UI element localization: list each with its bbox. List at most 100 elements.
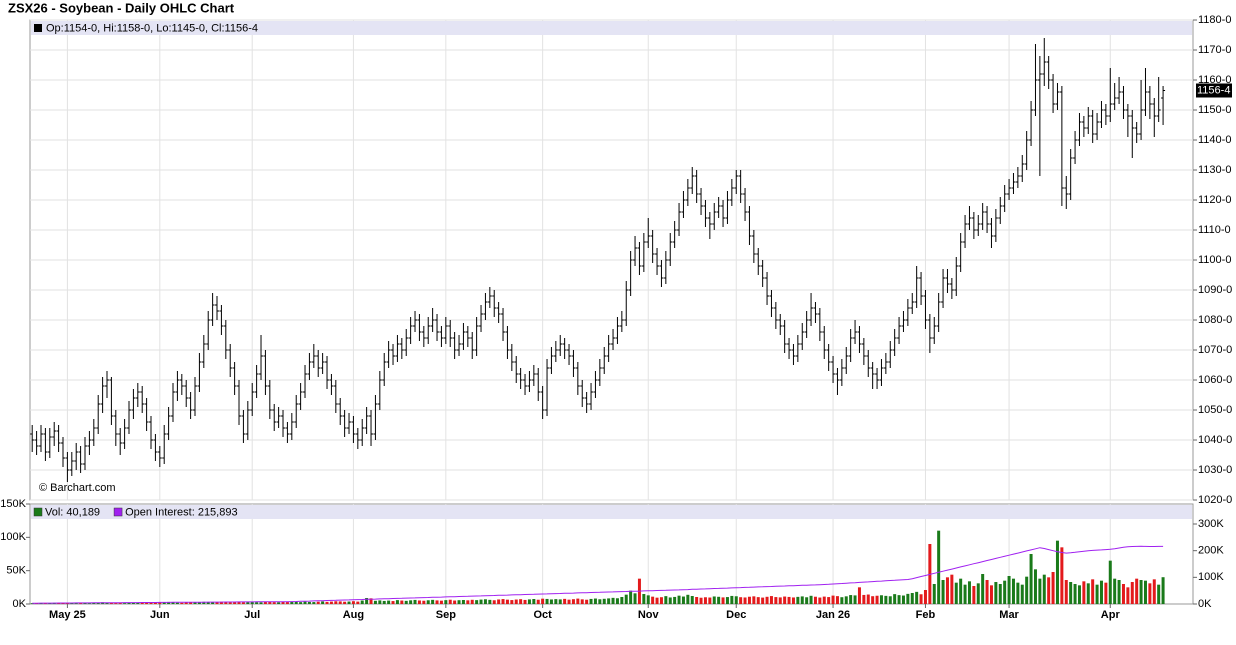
volume-bar xyxy=(620,597,624,604)
volume-bar xyxy=(224,602,228,604)
volume-bar xyxy=(532,599,536,604)
y-tick-label: 1060-0 xyxy=(1198,374,1232,386)
volume-bar xyxy=(681,596,685,604)
volume-bar xyxy=(356,601,360,604)
volume-bar xyxy=(444,600,448,604)
volume-bar xyxy=(206,602,210,604)
volume-bar xyxy=(739,597,743,604)
volume-bar xyxy=(387,600,391,604)
volume-bar xyxy=(435,600,439,604)
volume-bar xyxy=(1108,560,1112,604)
volume-bar xyxy=(1064,580,1068,604)
volume-bar xyxy=(263,602,267,604)
y-tick-label: 1040-0 xyxy=(1198,434,1232,446)
volume-bar xyxy=(325,601,329,604)
volume-bar xyxy=(395,600,399,604)
volume-bar xyxy=(857,587,861,604)
volume-bar xyxy=(461,600,465,604)
volume-bar xyxy=(915,591,919,604)
volume-bar xyxy=(937,530,941,604)
volume-bar xyxy=(527,599,531,604)
legend-strip xyxy=(31,21,1192,35)
volume-bar xyxy=(409,600,413,604)
volume-bar xyxy=(149,602,153,604)
volume-bar xyxy=(453,600,457,604)
y-tick-label: 1070-0 xyxy=(1198,344,1232,356)
volume-bar xyxy=(153,602,157,604)
legend-text: Vol: 40,189 xyxy=(45,506,100,518)
volume-bar xyxy=(827,597,831,604)
volume-bar xyxy=(897,595,901,604)
volume-bar xyxy=(519,599,523,604)
legend-swatch xyxy=(113,507,123,517)
volume-bar xyxy=(299,602,303,604)
volume-bar xyxy=(246,602,250,604)
x-tick-label: Sep xyxy=(436,609,456,621)
volume-bar xyxy=(241,602,245,604)
volume-bar xyxy=(862,594,866,604)
volume-bar xyxy=(140,603,144,604)
volume-bar xyxy=(61,603,65,604)
volume-bar xyxy=(83,603,87,604)
volume-bar xyxy=(602,598,606,604)
volume-bar xyxy=(219,601,223,604)
volume-bar xyxy=(492,600,496,604)
y-tick-label: 100K xyxy=(0,531,26,543)
volume-bar xyxy=(668,597,672,604)
volume-bar xyxy=(1025,576,1029,604)
volume-bar xyxy=(338,601,342,604)
volume-bar xyxy=(615,598,619,604)
x-tick-label: Jul xyxy=(244,609,260,621)
volume-bar xyxy=(1020,584,1024,604)
last-price-label: 1156-4 xyxy=(1197,84,1230,96)
volume-bar xyxy=(127,602,131,604)
y-tick-label: 150K xyxy=(0,498,26,510)
y-tick-label: 1030-0 xyxy=(1198,464,1232,476)
volume-bar xyxy=(743,597,747,604)
volume-bar xyxy=(501,599,505,604)
volume-bar xyxy=(923,590,927,604)
y2-tick-label: 200K xyxy=(1198,545,1224,557)
volume-bar xyxy=(761,597,765,604)
volume-bar xyxy=(1143,580,1147,604)
y-tick-label: 1180-0 xyxy=(1198,14,1231,26)
volume-bar xyxy=(1117,580,1121,604)
volume-bar xyxy=(567,599,571,604)
chart-title: ZSX26 - Soybean - Daily OHLC Chart xyxy=(8,0,235,15)
volume-bar xyxy=(118,602,122,604)
volume-bar xyxy=(413,599,417,604)
legend-swatch xyxy=(33,507,43,517)
x-tick-label: Feb xyxy=(916,609,936,621)
volume-bar xyxy=(290,601,294,604)
volume-bar xyxy=(1161,577,1165,604)
volume-bar xyxy=(642,594,646,604)
volume-bar xyxy=(703,597,707,604)
volume-bar xyxy=(167,601,171,604)
volume-bar xyxy=(87,603,91,604)
volume-bar xyxy=(576,598,580,604)
x-tick-label: Aug xyxy=(343,609,364,621)
volume-bar xyxy=(945,577,949,604)
volume-bar xyxy=(1055,540,1059,604)
volume-bar xyxy=(400,600,404,604)
y-tick-label: 1150-0 xyxy=(1198,104,1231,116)
volume-bar xyxy=(1077,585,1081,604)
volume-bar xyxy=(765,596,769,604)
volume-bar xyxy=(571,599,575,604)
volume-bar xyxy=(972,586,976,604)
volume-bar xyxy=(373,600,377,604)
y-tick-label: 1120-0 xyxy=(1198,194,1231,206)
volume-bar xyxy=(989,585,993,604)
y-tick-label: 1110-0 xyxy=(1198,224,1231,236)
volume-bar xyxy=(554,599,558,604)
volume-bar xyxy=(822,596,826,604)
volume-bar xyxy=(131,602,135,604)
volume-bar xyxy=(563,598,567,604)
volume-bar xyxy=(92,602,96,604)
y-tick-label: 1140-0 xyxy=(1198,134,1231,146)
y2-tick-label: 100K xyxy=(1198,571,1224,583)
volume-bar xyxy=(840,597,844,604)
x-tick-label: Jan 26 xyxy=(816,609,850,621)
volume-bar xyxy=(906,593,910,604)
x-tick-label: May 25 xyxy=(49,609,86,621)
